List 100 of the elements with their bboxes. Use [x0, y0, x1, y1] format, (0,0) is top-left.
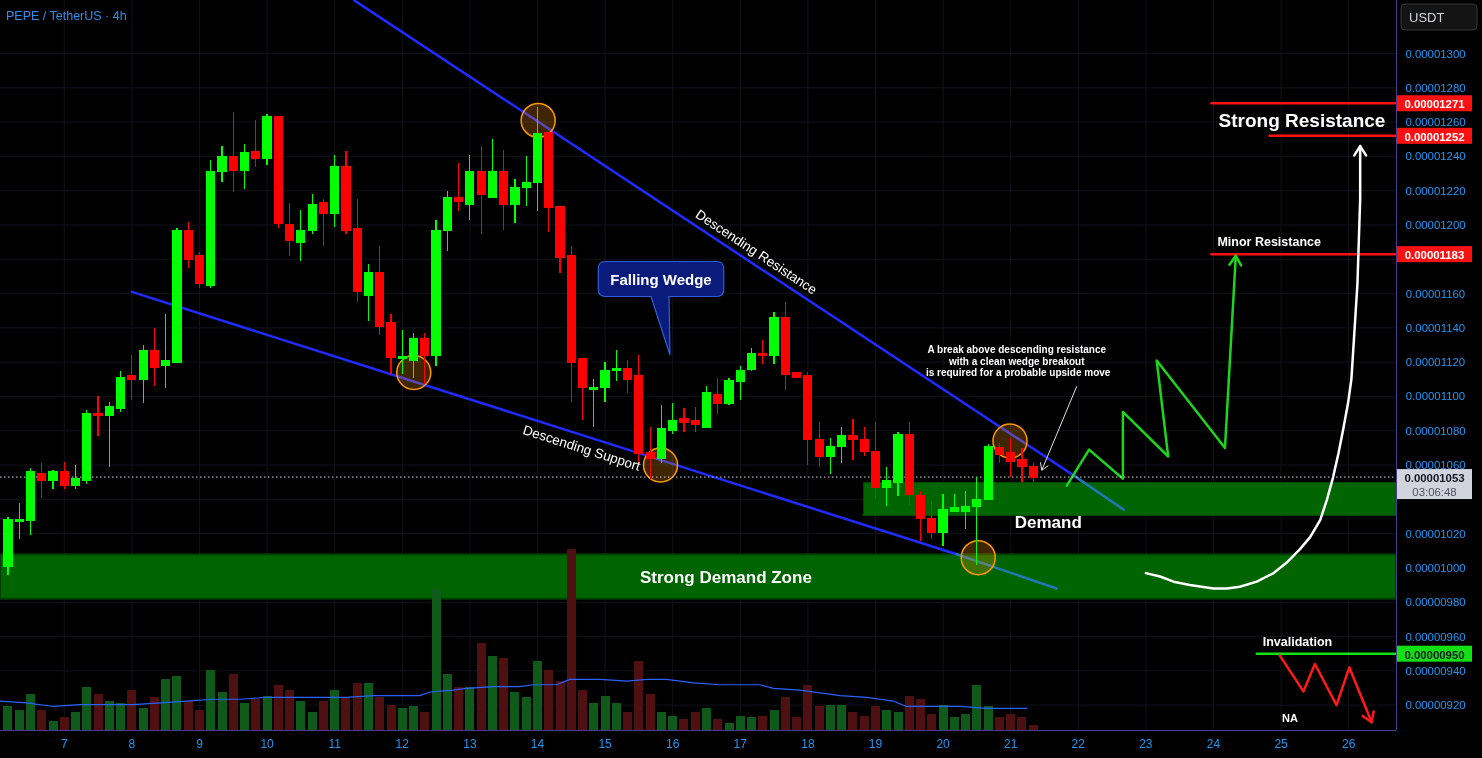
candlestick: [848, 418, 858, 461]
bar: [228, 673, 238, 730]
bar: [352, 682, 362, 730]
y-tick-label: 0.00001220: [1405, 184, 1466, 197]
ref-line-label: 0.00001053 03:06:48: [1404, 472, 1465, 499]
candlestick: [127, 354, 137, 401]
y-axis-title: USDT: [1409, 10, 1445, 25]
y-tick-label: 0.00000960: [1405, 630, 1466, 643]
bar: [251, 699, 261, 730]
bar: [262, 695, 272, 730]
bar: [927, 713, 937, 730]
bar: [656, 711, 666, 730]
y-tick-label: 0.00001280: [1405, 81, 1466, 94]
bar: [668, 715, 678, 730]
candlestick: [893, 431, 903, 497]
x-tick-label: 20: [936, 737, 951, 751]
candlestick: [228, 111, 238, 193]
candlestick: [611, 349, 621, 382]
candlestick: [938, 493, 948, 547]
point: [520, 102, 556, 139]
candlestick: [746, 347, 757, 372]
bar: [544, 670, 554, 730]
y-tick-label: 0.00001160: [1405, 287, 1466, 300]
series-label: Minor Resistance: [1217, 235, 1321, 250]
y-tick-label: 0.00001100: [1405, 390, 1466, 403]
bar: [104, 701, 114, 730]
bar: [634, 661, 644, 730]
bar: [882, 710, 892, 730]
bar: [578, 690, 588, 730]
candlestick: [25, 467, 36, 536]
x-tick-label: 26: [1342, 737, 1356, 751]
candlestick: [814, 421, 824, 468]
bar: [409, 706, 419, 730]
bar: [397, 708, 407, 730]
candlestick: [521, 155, 531, 207]
series-label: Demand: [1014, 512, 1082, 532]
y-tick-label: 0.00001080: [1405, 424, 1466, 437]
candlestick: [93, 395, 103, 437]
x-tick-label: 9: [196, 737, 204, 751]
candlestick: [487, 138, 498, 199]
candlestick: [1017, 447, 1027, 483]
bar: [1028, 724, 1038, 730]
annotation: Falling Wedge: [610, 270, 712, 288]
x-tick-label: 8: [128, 737, 136, 751]
x-tick-label: 23: [1139, 737, 1153, 751]
y-tick-label: 0.00000980: [1405, 596, 1466, 609]
bar: [521, 697, 531, 730]
candlestick: [442, 190, 452, 252]
y-tick-label: 0.00001140: [1405, 321, 1466, 334]
x-tick-label: 24: [1206, 737, 1221, 751]
candlestick: [172, 227, 182, 363]
bar: [916, 699, 926, 730]
bar: [724, 722, 734, 730]
bar: [149, 697, 159, 730]
candlestick: [645, 426, 655, 480]
candlestick: [262, 112, 272, 166]
bar: [240, 702, 250, 730]
bar: [1006, 713, 1016, 730]
candlestick: [48, 469, 58, 490]
candlestick: [915, 490, 926, 542]
y-tick-label: 0.00001260: [1405, 116, 1466, 129]
bar: [93, 693, 103, 730]
bar: [465, 686, 475, 730]
text: PEPE / TetherUS · 4h: [6, 9, 127, 23]
bar: [431, 588, 441, 730]
bar: [994, 717, 1004, 730]
bar: [690, 711, 700, 730]
candlestick: [499, 148, 509, 231]
bar: [780, 697, 790, 730]
bar: [318, 701, 328, 730]
candlestick: [758, 339, 768, 365]
candlestick: [206, 159, 216, 290]
x-tick-label: 11: [328, 737, 342, 751]
bar: [375, 697, 385, 730]
candlestick: [14, 502, 24, 540]
bar: [116, 702, 126, 730]
candlestick: [183, 220, 193, 269]
y-tick-label: 0.00001200: [1405, 218, 1466, 231]
bar: [983, 706, 993, 730]
bar: [623, 711, 633, 730]
bar: [803, 684, 813, 730]
bar: [972, 684, 982, 730]
candlestick: [792, 371, 802, 379]
candlestick: [825, 437, 836, 475]
candlestick: [623, 359, 633, 394]
bar: [938, 704, 948, 730]
bar: [589, 702, 599, 730]
bar: [713, 719, 723, 730]
candlestick: [330, 154, 340, 228]
candlestick: [431, 219, 441, 367]
candlestick: [904, 421, 914, 506]
bar: [499, 657, 509, 730]
candlestick: [961, 490, 971, 530]
candlestick: [927, 500, 937, 540]
candlestick: [149, 327, 160, 387]
bar: [161, 679, 171, 730]
bar: [25, 693, 35, 730]
candlestick: [375, 244, 385, 336]
series-label: Invalidation: [1262, 634, 1333, 649]
x-tick-label: 17: [733, 737, 748, 751]
